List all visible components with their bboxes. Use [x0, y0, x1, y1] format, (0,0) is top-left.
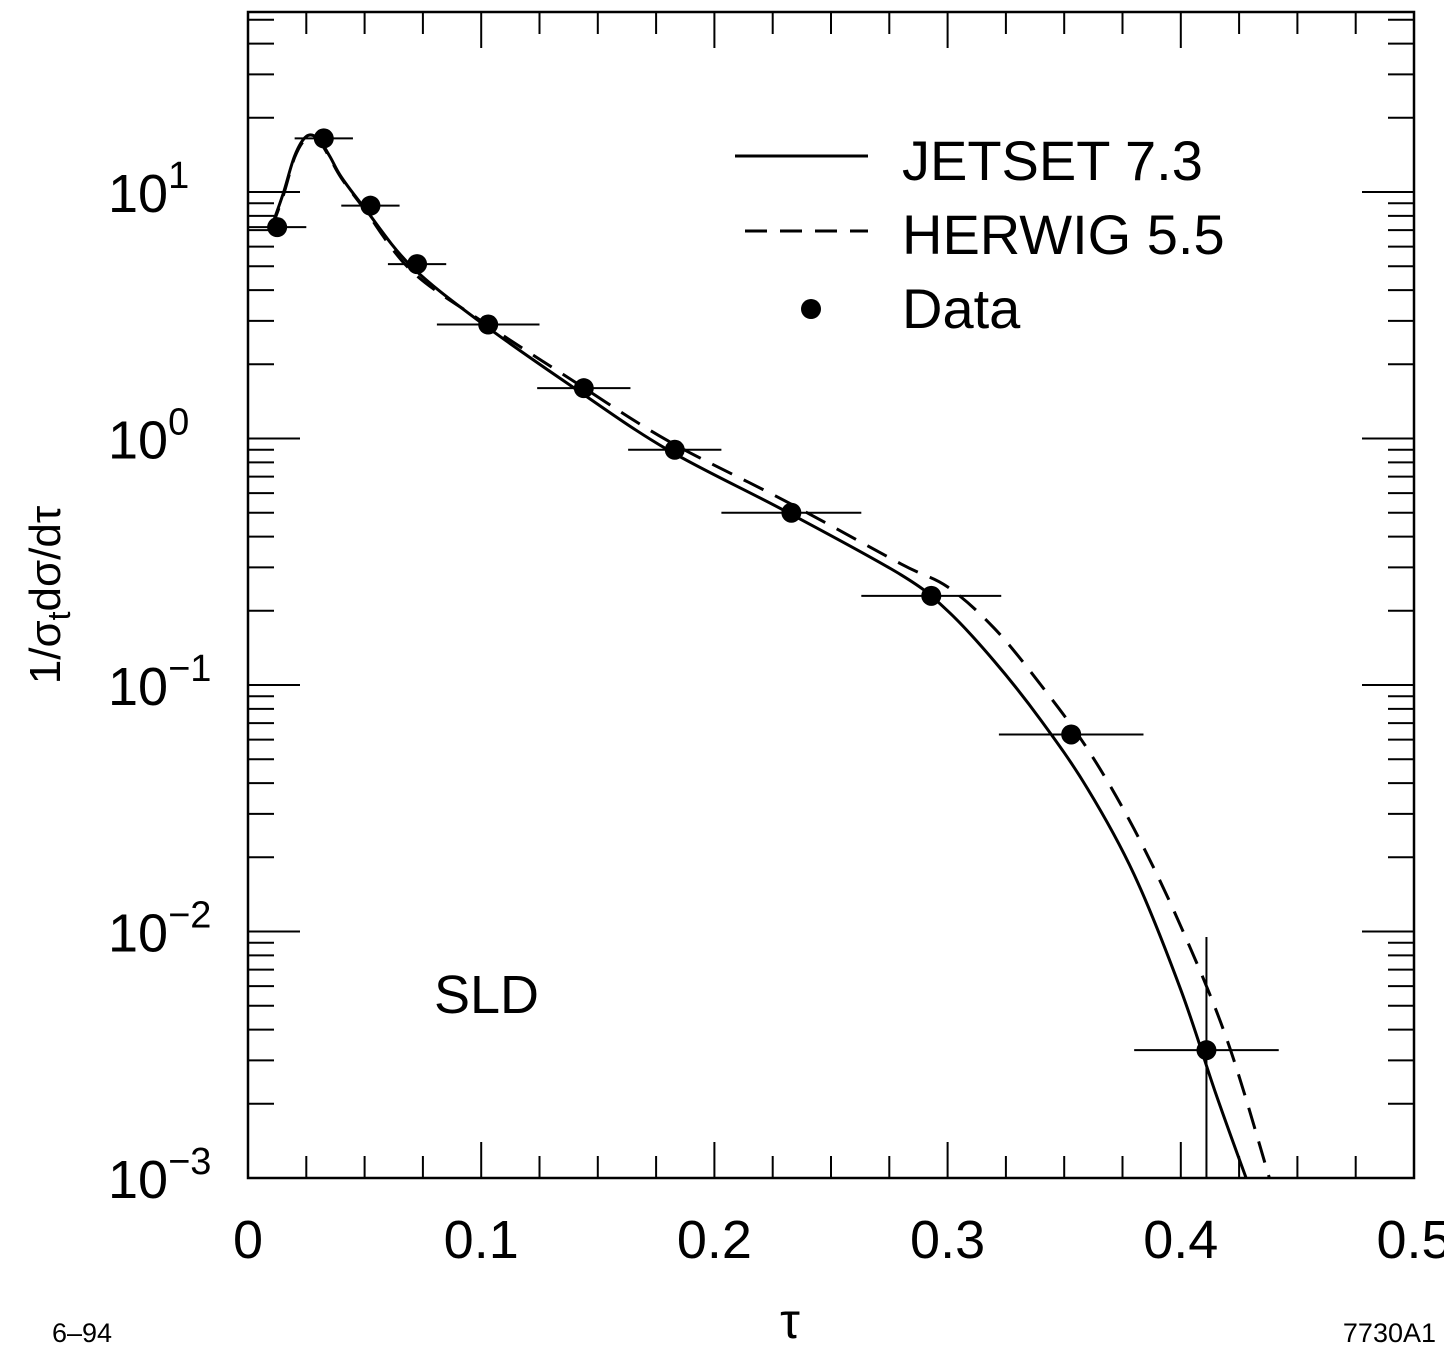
data-point	[313, 128, 334, 149]
data-point	[360, 195, 381, 216]
y-tick-label-exponent: −1	[168, 648, 211, 690]
legend-label-jetset: JETSET 7.3	[902, 129, 1203, 192]
y-tick-label-exponent: 1	[168, 155, 189, 197]
legend-label-data: Data	[902, 277, 1021, 340]
data-point	[478, 314, 499, 335]
data-point	[407, 254, 428, 275]
data-point	[267, 217, 288, 238]
data-points	[248, 128, 1279, 1178]
y-tick-label-base: 10	[108, 904, 168, 964]
y-tick-label-exponent: 0	[168, 402, 189, 444]
data-point	[781, 502, 802, 523]
experiment-label: SLD	[434, 965, 539, 1025]
svg-text:1/σtdσ/dτ: 1/σtdσ/dτ	[21, 505, 77, 684]
y-tick-label: 10−2	[108, 895, 211, 964]
data-point	[921, 585, 942, 606]
x-tick-label: 0.1	[444, 1210, 519, 1270]
data-point	[573, 378, 594, 399]
x-tick-label: 0.3	[910, 1210, 985, 1270]
x-tick-label: 0.4	[1143, 1210, 1218, 1270]
y-tick-label: 100	[108, 402, 189, 471]
herwig-curve	[269, 135, 1271, 1179]
footer-left: 6–94	[52, 1318, 112, 1346]
footer-right: 7730A1	[1343, 1318, 1436, 1346]
y-tick-label-base: 10	[108, 1150, 168, 1210]
plot-frame	[246, 10, 1416, 1180]
y-axis-title-part1: 1/σ	[21, 620, 70, 684]
y-tick-label-exponent: −2	[168, 895, 211, 937]
x-axis-title: τ	[780, 1293, 800, 1346]
y-axis-title-sub: t	[41, 611, 77, 620]
y-tick-label: 10−3	[108, 1141, 211, 1210]
y-tick-label-base: 10	[108, 657, 168, 717]
y-axis-title: 1/σtdσ/dτ	[21, 505, 77, 684]
legend: JETSET 7.3 HERWIG 5.5 Data	[735, 129, 1225, 340]
data-point	[1061, 724, 1082, 745]
y-tick-label: 101	[108, 155, 189, 224]
axis-ticks	[247, 12, 1415, 1179]
x-tick-label: 0.5	[1376, 1210, 1444, 1270]
x-tick-label: 0.2	[677, 1210, 752, 1270]
y-tick-label-base: 10	[108, 164, 168, 224]
y-tick-label-base: 10	[108, 411, 168, 471]
data-point	[1196, 1040, 1217, 1061]
legend-swatch-data	[801, 299, 821, 319]
legend-label-herwig: HERWIG 5.5	[902, 203, 1225, 266]
y-tick-label: 10−1	[108, 648, 211, 717]
y-axis-title-part2: dσ/dτ	[21, 505, 70, 611]
data-point	[664, 439, 685, 460]
curves	[269, 133, 1271, 1179]
x-tick-label: 0	[233, 1210, 263, 1270]
y-tick-label-exponent: −3	[168, 1141, 211, 1183]
jetset-curve	[269, 133, 1248, 1179]
